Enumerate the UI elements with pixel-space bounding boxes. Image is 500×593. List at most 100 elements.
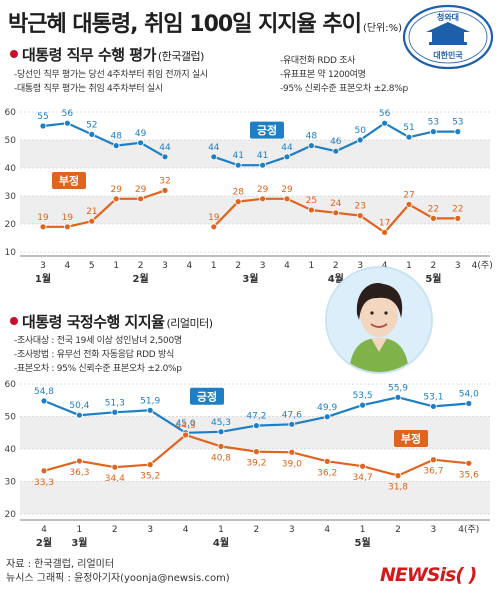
section2-note-3: -표본오차 : 95% 신뢰수준 표본오차 ±2.0%p	[14, 364, 182, 374]
series-0-point-1	[76, 411, 83, 419]
x-tick-label-3: 1	[113, 261, 119, 271]
series-1-label-1-3: 29	[281, 185, 293, 195]
series-0-point-1-0	[210, 153, 218, 161]
section1-title: 대통령 직무 수행 평가 (한국갤럽)	[22, 44, 204, 65]
y-tick-label-60: 60	[5, 380, 17, 390]
series-0-point-1-7	[381, 119, 389, 127]
page-title-text: 박근혜 대통령, 취임 100일 지지율 추이	[8, 12, 362, 37]
series-1-label-3: 35,2	[140, 472, 160, 482]
x-tick-label-12: 2	[333, 261, 339, 271]
series-0-point-12	[465, 400, 473, 407]
series-0-label-6: 47,2	[246, 412, 266, 422]
series-1-point-1-4	[307, 206, 315, 214]
president-photo	[325, 266, 433, 374]
seal-bottom-text: 대한민국	[433, 50, 463, 60]
series-1-point-1-9	[429, 215, 437, 222]
section2-title-text: 대통령 국정수행 지지율	[22, 313, 165, 331]
series-1-label-0-5: 32	[159, 176, 170, 186]
series-0-point-1-2	[259, 161, 267, 169]
series-1-label-1-8: 27	[403, 190, 414, 200]
series-0-point-10	[394, 393, 402, 401]
footer: 자료 : 한국갤럽, 리얼미터 뉴시스 그래픽 : 윤정아기자(yoonja@n…	[6, 558, 230, 586]
series-1-point-3	[146, 461, 154, 468]
y-tick-label-30: 30	[5, 478, 17, 488]
x-tick-label-9: 3	[260, 261, 266, 271]
series-0-point-9	[359, 401, 367, 409]
series-1-label-1-10: 22	[452, 204, 463, 214]
series-1-point-0	[40, 467, 48, 475]
series-0-name-tag-box	[190, 387, 224, 405]
series-0-label-0-1: 56	[62, 109, 74, 119]
series-1-label-0-2: 21	[86, 207, 97, 217]
series-1-label-1-4: 25	[306, 196, 317, 206]
person-portrait-icon	[327, 268, 431, 372]
series-0-label-1-5: 46	[330, 137, 342, 147]
series-0-point-0-4	[137, 139, 145, 147]
series-0-label-1-6: 50	[354, 126, 366, 136]
newsis-logo: NEWSis( )	[380, 564, 477, 586]
section1-method-note-3: -95% 신뢰수준 표본오차 ±2.8%p	[280, 84, 408, 94]
section1-title-text: 대통령 직무 수행 평가	[22, 46, 156, 64]
series-1-point-0-1	[64, 223, 71, 231]
month-label-0: 2월	[36, 537, 52, 549]
series-1-point-1-8	[405, 201, 413, 208]
series-1-point-1-1	[234, 198, 242, 205]
series-0-point-6	[252, 422, 260, 429]
series-1-point-4	[182, 431, 190, 439]
series-0-point-0-0	[39, 122, 47, 130]
series-1-point-0-4	[137, 195, 145, 203]
section1-method-note-2: -유표표본 약 1200여명	[280, 70, 366, 80]
series-0-label-1-2: 41	[257, 151, 268, 161]
series-0-label-1-7: 56	[379, 109, 391, 119]
series-1-label-2: 34,4	[105, 474, 125, 484]
month-label-2: 4월	[213, 537, 229, 549]
series-0-label-7: 47,6	[282, 410, 302, 420]
x-tick-label-13: 3	[357, 261, 363, 271]
series-1-point-0-3	[112, 195, 120, 203]
series-1-line-0	[43, 189, 166, 228]
series-1-point-0-2	[88, 217, 96, 225]
section2-note-1: -조사대상 : 전국 19세 이상 성인남녀 2,500명	[14, 336, 182, 346]
series-1-point-1-5	[332, 209, 340, 217]
x-tick-label-7: 1	[211, 261, 217, 271]
series-1-label-0-3: 29	[110, 185, 122, 195]
series-0-point-0-3	[112, 142, 120, 149]
series-0-point-1-1	[234, 161, 242, 169]
series-1-label-1-9: 22	[428, 204, 439, 214]
series-0-label-0-4: 49	[135, 129, 147, 139]
x-tick-label-10: 2	[395, 525, 401, 535]
series-1-name-tag-box	[52, 172, 86, 189]
y-tick-label-20: 20	[5, 510, 17, 520]
series-0-label-1: 50,4	[69, 401, 89, 411]
x-tick-label-17: 3	[455, 261, 461, 271]
series-0-label-0-5: 44	[159, 143, 171, 153]
section2-bullet	[10, 317, 18, 325]
state-affairs-approval-chart: 20 30 40 50 60 4 1 2 3 4 1 2 3 4 1 2 3 4(주) 2월 3월 4월 5월 54,8 50…	[5, 380, 490, 549]
x-tick-label-5: 3	[162, 261, 168, 271]
series-1-point-11	[429, 456, 437, 464]
series-1-label-10: 31,8	[388, 483, 408, 493]
page-title: 박근혜 대통령, 취임 100일 지지율 추이 (단위:%)	[8, 6, 402, 38]
series-0-point-0	[40, 397, 48, 405]
series-0-label-1-0: 44	[208, 143, 220, 153]
x-tick-label-15: 1	[406, 261, 412, 271]
y-tick-label-30: 30	[5, 192, 17, 202]
section1-note-1: -당선인 직무 평가는 당선 4주차부터 취임 전까지 실시	[14, 70, 208, 80]
x-tick-label-5: 1	[218, 525, 224, 535]
series-0-point-2	[111, 408, 119, 416]
series-0-label-5: 45,3	[211, 418, 231, 428]
series-1-name-tag-box	[394, 430, 428, 447]
x-tick-label-12: 4(주)	[458, 524, 479, 535]
series-1-point-6	[252, 448, 260, 455]
series-1-label-1-2: 29	[257, 185, 269, 195]
series-0-point-0-5	[161, 153, 169, 161]
series-1-label-0-4: 29	[135, 185, 147, 195]
grid-band-1	[20, 481, 490, 514]
grid-band-0	[20, 140, 490, 168]
series-1-label-12: 35,6	[459, 470, 479, 480]
seal-top-text: 청와대	[437, 12, 459, 22]
series-0-point-0-1	[64, 119, 71, 127]
x-tick-label-7: 3	[289, 525, 295, 535]
x-tick-label-0: 4	[41, 525, 47, 535]
y-tick-label-40: 40	[5, 164, 17, 174]
